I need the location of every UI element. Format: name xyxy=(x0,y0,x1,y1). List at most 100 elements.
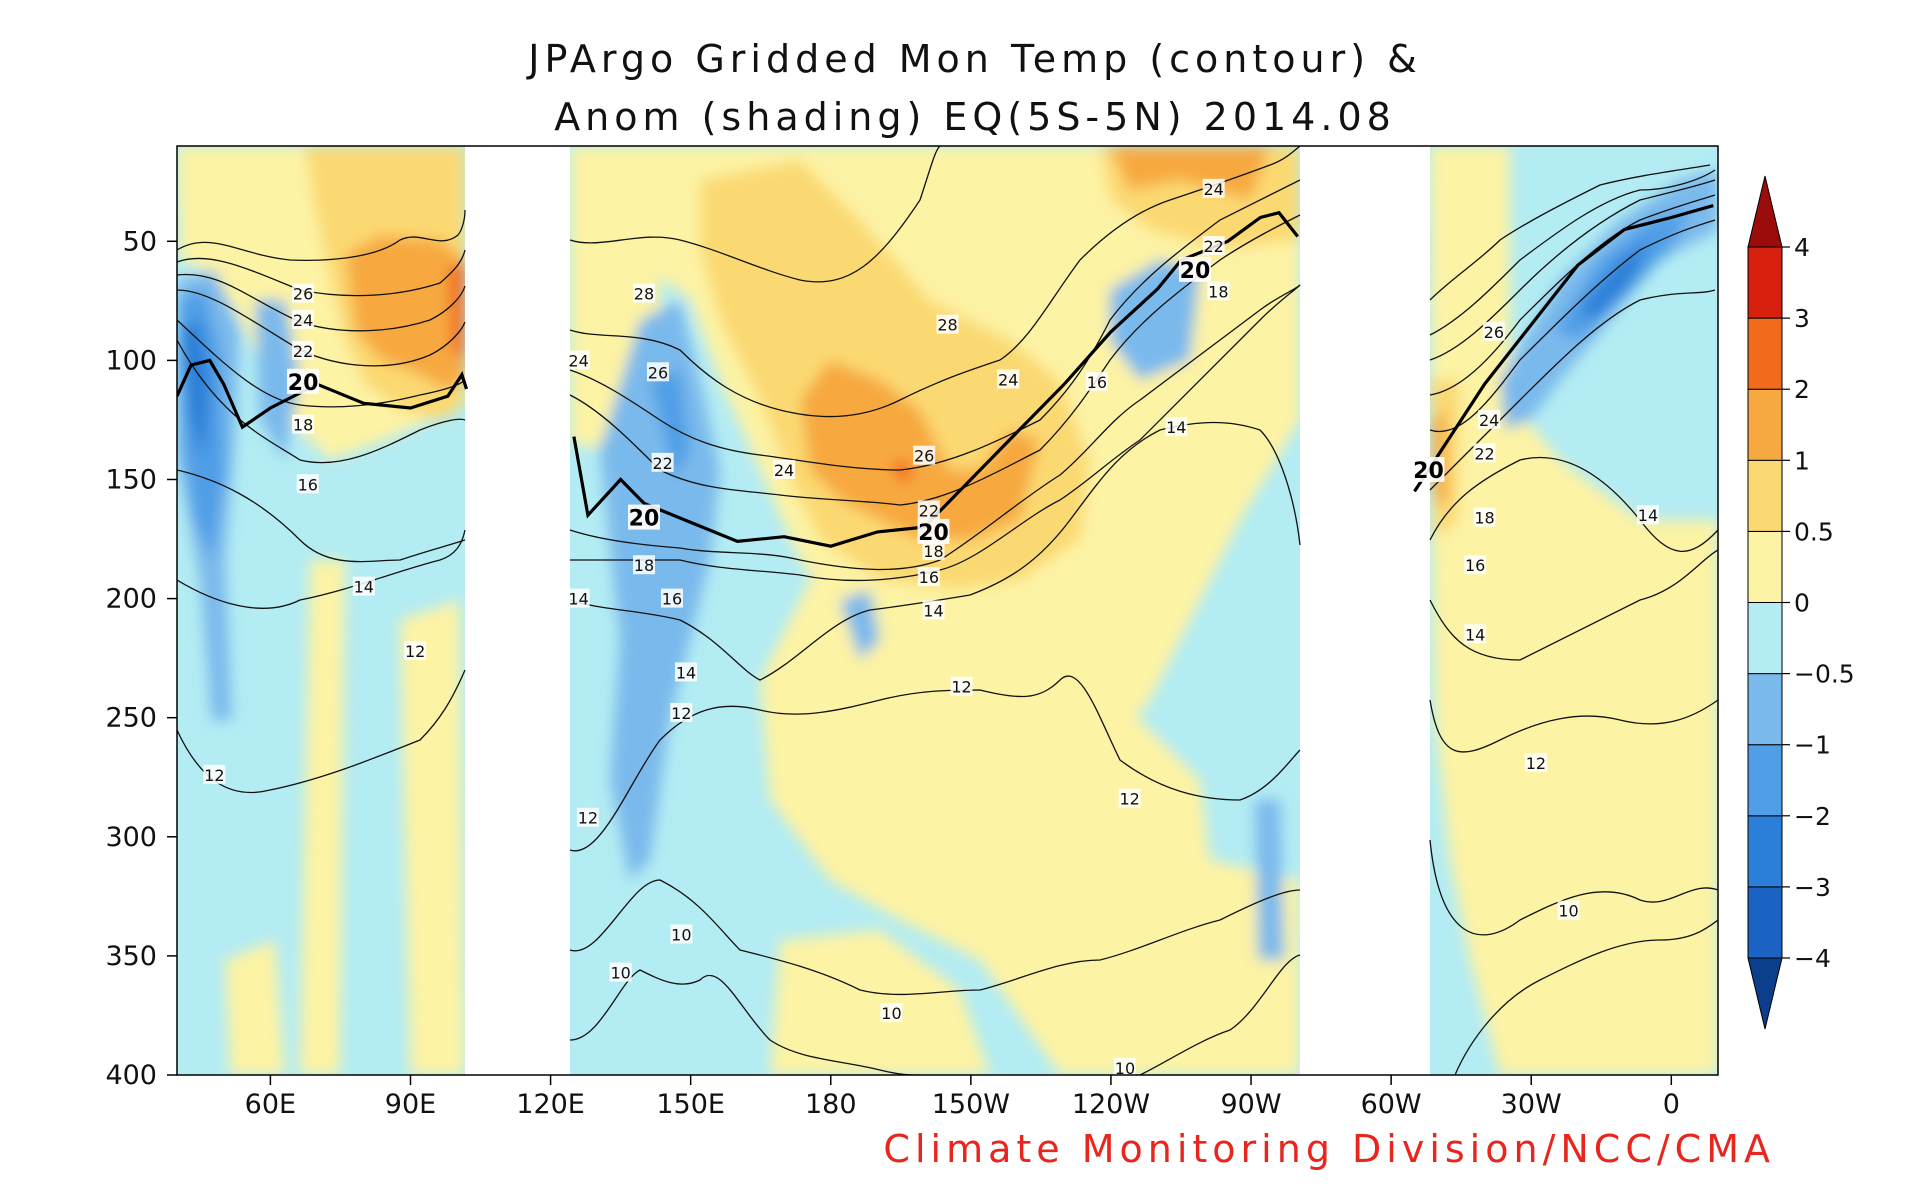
anomaly-darkblue-indian xyxy=(180,320,210,460)
contour-label: 22 xyxy=(1202,236,1225,256)
contour-label: 26 xyxy=(913,445,936,466)
contour-label: 14 xyxy=(674,662,697,682)
colorbar-swatch xyxy=(1747,673,1783,746)
anomaly-warm-pacific-deep xyxy=(760,560,1300,1075)
x-tick-label: 120E xyxy=(516,1089,585,1120)
anomaly-cool-pacific-west xyxy=(600,300,720,880)
svg-text:20: 20 xyxy=(1180,259,1211,284)
colorbar-label: −3 xyxy=(1794,873,1831,902)
colorbar-label: 4 xyxy=(1794,233,1810,262)
x-tick-label: 60E xyxy=(245,1089,296,1120)
colorbar-label: 1 xyxy=(1794,446,1810,475)
x-tick-label: 90E xyxy=(385,1089,436,1120)
colorbar-label: −0.5 xyxy=(1794,660,1855,689)
plot-frame xyxy=(176,145,1719,1076)
colorbar-swatch xyxy=(1747,317,1783,390)
contour-label-20: 20 xyxy=(1412,456,1445,484)
svg-text:28: 28 xyxy=(634,285,654,304)
y-tick-label: 300 xyxy=(105,822,157,853)
svg-text:14: 14 xyxy=(923,602,943,621)
colorbar-label: −4 xyxy=(1794,944,1831,973)
svg-text:12: 12 xyxy=(1526,754,1546,773)
no-data-gap-south-america xyxy=(1300,146,1430,1075)
colorbar-label: 2 xyxy=(1794,375,1810,404)
contour-label: 16 xyxy=(917,567,940,587)
anomaly-cool-indian-tongue xyxy=(255,300,300,460)
contour-label: 24 xyxy=(567,350,590,370)
y-tick-label: 100 xyxy=(105,345,157,376)
svg-text:10: 10 xyxy=(1558,902,1578,921)
contour-label: 24 xyxy=(1202,178,1225,199)
contour-label: 10 xyxy=(670,924,693,944)
colorbar-swatch xyxy=(1747,886,1783,959)
contour-label: 18 xyxy=(1207,281,1230,301)
colorbar-swatch xyxy=(1747,744,1783,817)
svg-text:12: 12 xyxy=(578,809,598,828)
anomaly-orange-indian xyxy=(345,235,465,390)
svg-text:12: 12 xyxy=(671,704,691,723)
contour-label: 22 xyxy=(651,452,674,473)
svg-text:24: 24 xyxy=(774,461,794,480)
svg-text:16: 16 xyxy=(662,590,682,609)
contour-label: 18 xyxy=(292,414,315,435)
svg-text:14: 14 xyxy=(1166,418,1186,437)
svg-text:24: 24 xyxy=(1203,180,1223,199)
contour-label: 18 xyxy=(922,540,945,561)
svg-text:16: 16 xyxy=(1465,556,1485,575)
contour-label: 16 xyxy=(296,474,319,494)
anomaly-warm-pacific-bottom xyxy=(770,930,990,1075)
y-tick-label: 200 xyxy=(105,584,157,615)
colorbar-swatch xyxy=(1747,530,1783,604)
anomaly-warm-indian-deep xyxy=(225,940,285,1075)
svg-text:26: 26 xyxy=(648,363,668,382)
colorbar-label: 3 xyxy=(1794,304,1810,333)
svg-text:12: 12 xyxy=(204,766,224,785)
svg-text:18: 18 xyxy=(923,542,943,561)
svg-text:20: 20 xyxy=(288,371,319,396)
chart-title-line2: Anom (shading) EQ(5S-5N) 2014.08 xyxy=(554,95,1396,139)
contour-label: 14 xyxy=(1464,624,1487,644)
contour-label: 12 xyxy=(950,676,973,697)
contour-label: 18 xyxy=(1473,507,1496,528)
svg-text:12: 12 xyxy=(1119,790,1139,809)
svg-text:24: 24 xyxy=(1479,411,1499,430)
svg-text:28: 28 xyxy=(937,316,957,335)
svg-text:20: 20 xyxy=(1413,459,1444,484)
svg-text:18: 18 xyxy=(1208,282,1228,301)
contour-label: 16 xyxy=(1464,555,1487,575)
colorbar-swatch xyxy=(1747,246,1783,319)
contour-label: 26 xyxy=(1482,321,1505,342)
svg-text:12: 12 xyxy=(951,678,971,697)
anomaly-orange-pacific-top xyxy=(1110,146,1270,200)
contour-label: 14 xyxy=(567,588,590,609)
anomaly-cool-pacific-east xyxy=(1110,260,1200,380)
colorbar-label: 0 xyxy=(1794,589,1810,618)
contour-label: 16 xyxy=(1085,371,1108,392)
y-tick-label: 350 xyxy=(105,941,157,972)
colorbar: −4 −3 −2 −1 −0.5 0 0.5 1 2 3 4 xyxy=(1747,175,1855,1030)
colorbar-label: 0.5 xyxy=(1794,517,1834,546)
contour-label: 12 xyxy=(203,764,226,785)
contour-label: 10 xyxy=(609,962,632,983)
contour-label: 10 xyxy=(1113,1057,1136,1075)
contour-label: 18 xyxy=(632,555,655,575)
plot-area: 28 28 26 26 26 26 24 24 24 24 24 24 22 22 22 22 22 18 18 18… xyxy=(177,146,1718,1075)
contour-label-20: 20 xyxy=(917,518,950,546)
contour-label: 24 xyxy=(1478,409,1501,430)
contour-label: 14 xyxy=(1636,505,1659,525)
svg-text:26: 26 xyxy=(1484,323,1504,342)
x-tick-label: 120W xyxy=(1072,1089,1150,1120)
credit-text: Climate Monitoring Division/NCC/CMA xyxy=(883,1127,1775,1171)
contour-label: 24 xyxy=(773,459,796,480)
contour-label: 10 xyxy=(880,1003,903,1023)
no-data-gap-maritime-continent xyxy=(465,146,570,1075)
svg-text:26: 26 xyxy=(914,447,934,466)
colorbar-label: −1 xyxy=(1794,731,1831,760)
contour-label: 10 xyxy=(1557,900,1580,921)
contour-label-20: 20 xyxy=(287,368,320,396)
contour-label: 14 xyxy=(1165,417,1188,437)
svg-text:22: 22 xyxy=(1203,237,1223,256)
contour-label: 24 xyxy=(997,369,1020,389)
x-tick-label: 30W xyxy=(1501,1089,1562,1120)
svg-text:10: 10 xyxy=(671,925,691,944)
